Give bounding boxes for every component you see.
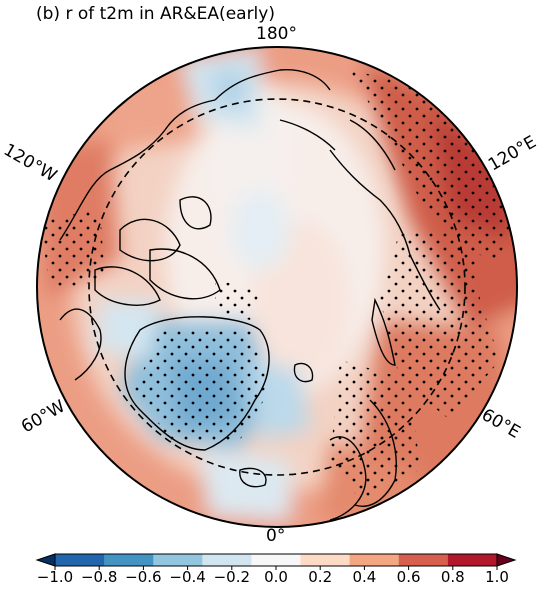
colorbar-bin — [153, 554, 203, 566]
colorbar-extend-max — [496, 553, 517, 567]
longitude-label-180: 180° — [256, 24, 297, 44]
colorbar-tick-label: −0.2 — [213, 568, 251, 586]
map-title: (b) r of t2m in AR&EA(early) — [36, 4, 275, 24]
latitude-60n-circle — [88, 98, 466, 476]
polar-map — [36, 46, 518, 528]
colorbar-tick-label: 1.0 — [485, 568, 509, 586]
colorbar-bin — [300, 554, 351, 566]
colorbar-tick-label: 0.0 — [264, 568, 288, 586]
colorbar-tick-label: 0.2 — [308, 568, 333, 586]
colorbar — [35, 553, 517, 570]
correlation-field — [37, 47, 517, 527]
colorbar-bin — [55, 554, 105, 566]
colorbar-tick-label: −1.0 — [36, 568, 74, 586]
colorbar-tick-label: −0.4 — [169, 568, 206, 586]
colorbar-tick-label: 0.6 — [396, 568, 421, 586]
colorbar-tick-label: −0.6 — [125, 568, 162, 586]
colorbar-bin — [349, 554, 400, 566]
colorbar-bin — [398, 554, 449, 566]
colorbar-bin — [251, 554, 302, 566]
colorbar-tick-label: 0.4 — [352, 568, 377, 586]
colorbar-extend-min — [35, 553, 56, 567]
map-boundary — [36, 46, 518, 528]
colorbar-bin — [447, 554, 498, 566]
colorbar-bin — [104, 554, 154, 566]
colorbar-tick-label: 0.8 — [440, 568, 465, 586]
longitude-label-0: 0° — [266, 526, 286, 546]
colorbar-tick-label: −0.8 — [80, 568, 118, 586]
colorbar-bin — [202, 554, 252, 566]
coastlines — [59, 68, 441, 521]
